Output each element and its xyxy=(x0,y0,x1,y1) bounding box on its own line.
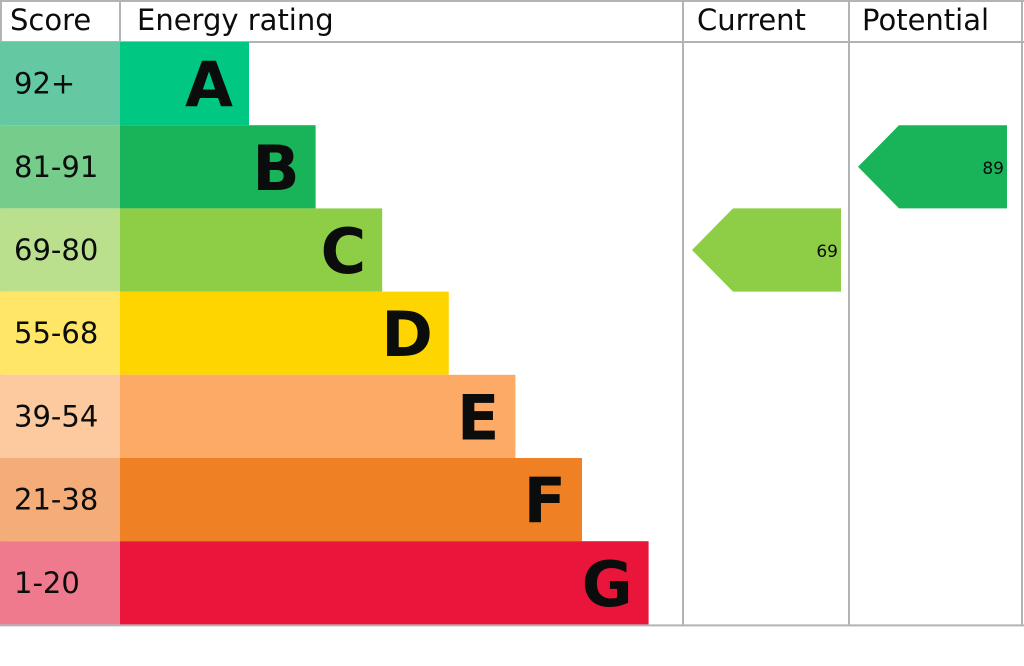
score-cell xyxy=(0,541,120,625)
score-cell xyxy=(0,458,120,542)
current-rating-arrow-shape xyxy=(692,208,841,292)
rating-letter: D xyxy=(381,298,432,371)
band-a: 92+ A xyxy=(0,42,249,126)
rating-bar xyxy=(120,42,249,126)
rating-bar xyxy=(120,374,516,458)
score-cell xyxy=(0,42,120,126)
score-range-label: 21-38 xyxy=(14,483,98,517)
header-energy-rating: Energy rating xyxy=(137,3,334,37)
score-cell xyxy=(0,208,120,292)
header-current: Current xyxy=(697,3,806,37)
band-c: 69-80 C xyxy=(0,208,383,292)
score-range-label: 39-54 xyxy=(14,399,98,433)
rating-bar xyxy=(120,291,449,375)
header-score: Score xyxy=(10,3,91,37)
rating-bar xyxy=(120,458,582,542)
rating-letter: G xyxy=(582,548,633,621)
score-range-label: 55-68 xyxy=(14,316,98,350)
score-range-label: 69-80 xyxy=(14,233,98,267)
rating-letter: F xyxy=(524,465,566,538)
rating-letter: E xyxy=(457,381,499,454)
rating-letter: A xyxy=(185,49,233,122)
rating-letter: C xyxy=(321,215,367,288)
score-cell xyxy=(0,291,120,375)
rating-arrows: 69 89 xyxy=(692,125,1007,292)
current-rating-arrow: 69 xyxy=(692,208,841,292)
score-cell xyxy=(0,374,120,458)
band-b: 81-91 B xyxy=(0,125,316,209)
rating-bar xyxy=(120,125,316,209)
score-range-label: 81-91 xyxy=(14,150,98,184)
potential-rating-arrow: 89 xyxy=(858,125,1007,209)
band-d: 55-68 D xyxy=(0,291,449,375)
score-cell xyxy=(0,125,120,209)
bands: 92+ A 81-91 B 69-80 C 55-68 D 39-54 E 21-38 F 1-20 G xyxy=(0,42,649,625)
potential-rating-arrow-shape xyxy=(858,125,1007,209)
rating-bar xyxy=(120,208,383,292)
header-potential: Potential xyxy=(862,3,989,37)
current-rating-arrow-value: 69 xyxy=(816,242,838,262)
potential-rating-arrow-value: 89 xyxy=(982,159,1004,179)
band-e: 39-54 E xyxy=(0,374,516,458)
rating-bar xyxy=(120,541,649,625)
score-range-label: 92+ xyxy=(14,67,75,101)
rating-letter: B xyxy=(252,132,299,205)
band-f: 21-38 F xyxy=(0,458,582,542)
band-g: 1-20 G xyxy=(0,541,649,625)
score-range-label: 1-20 xyxy=(14,566,80,600)
